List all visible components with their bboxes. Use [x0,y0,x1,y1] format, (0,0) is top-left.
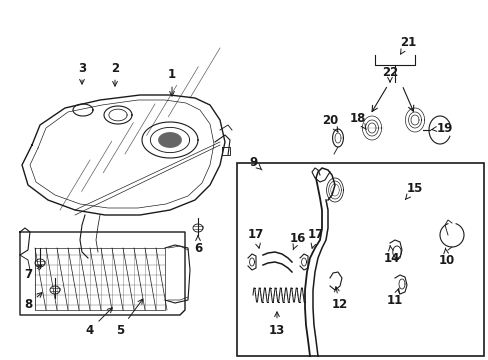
Text: 7: 7 [24,265,42,282]
Text: 16: 16 [289,231,305,250]
Text: 1: 1 [167,68,176,96]
Text: 3: 3 [78,62,86,84]
Text: 2: 2 [111,62,119,86]
Text: 9: 9 [248,156,262,170]
Text: 14: 14 [383,246,399,265]
Text: 18: 18 [349,112,366,130]
Text: 22: 22 [381,66,397,82]
Text: 5: 5 [116,299,142,337]
Text: 20: 20 [321,113,337,132]
Text: 6: 6 [193,236,202,255]
Text: 17: 17 [307,229,324,248]
Text: 17: 17 [247,229,264,248]
Text: 10: 10 [438,248,454,266]
Text: 13: 13 [268,312,285,337]
Text: 4: 4 [86,308,112,337]
Polygon shape [159,133,181,147]
Text: 15: 15 [405,181,422,199]
Text: 12: 12 [331,287,347,311]
Text: 21: 21 [399,36,415,54]
Bar [237,163,483,356]
Text: 19: 19 [430,122,452,135]
Text: 8: 8 [24,293,42,311]
Text: 11: 11 [386,288,402,306]
